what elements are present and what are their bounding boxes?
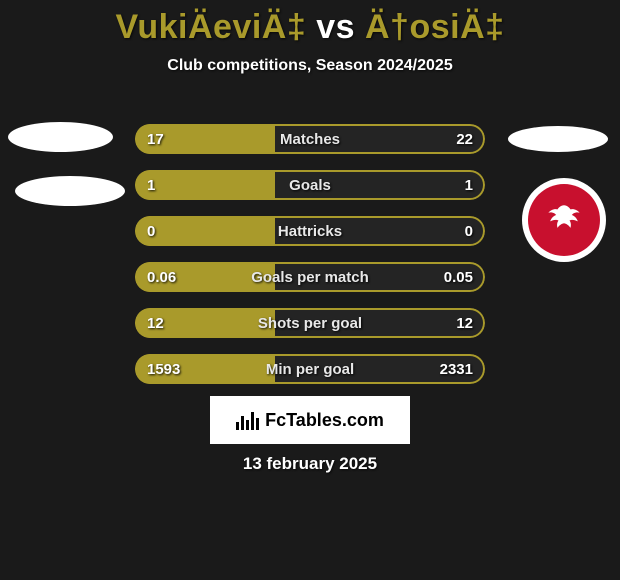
stat-row: 1722Matches [135,124,485,154]
stat-fill-left [135,262,275,292]
player2-club-badge [522,178,606,262]
stat-row: 00Hattricks [135,216,485,246]
player1-photo-placeholder [15,176,125,206]
stat-row: 1212Shots per goal [135,308,485,338]
subtitle: Club competitions, Season 2024/2025 [0,57,620,75]
stat-row: 15932331Min per goal [135,354,485,384]
eagle-icon [541,197,587,243]
stat-fill-left [135,170,275,200]
stat-fill-left [135,354,275,384]
vs-label: vs [316,8,355,46]
stat-fill-left [135,308,275,338]
logo-bars-icon [236,410,259,430]
stat-row: 11Goals [135,170,485,200]
stats-rows: 1722Matches 11Goals 00Hattricks 0.060.05Goa… [135,124,485,400]
player2-photo-placeholder [508,126,608,152]
player1-name: VukiÄeviÄ‡ [115,8,306,46]
club-badge-inner [528,184,600,256]
logo-text: FcTables.com [265,410,384,431]
fctables-logo: FcTables.com [210,396,410,444]
stat-row: 0.060.05Goals per match [135,262,485,292]
date-label: 13 february 2025 [0,454,620,474]
stat-fill-left [135,124,275,154]
comparison-title: VukiÄeviÄ‡ vs Ä†osiÄ‡ [0,0,620,47]
player1-club-logo-placeholder [8,122,113,152]
player2-name: Ä†osiÄ‡ [365,8,505,46]
stat-fill-left [135,216,275,246]
